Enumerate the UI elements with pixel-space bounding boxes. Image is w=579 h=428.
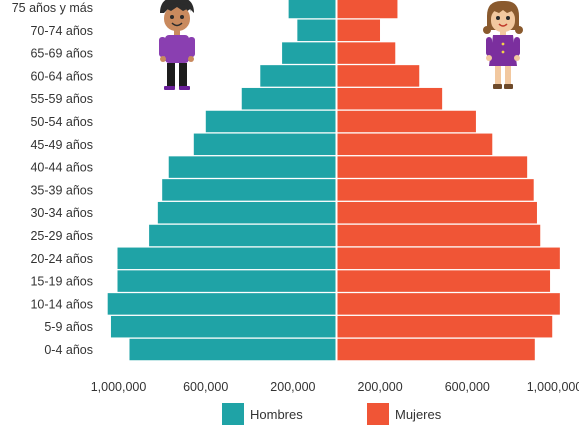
legend-item-mujeres: Mujeres [367, 403, 441, 425]
bar-mujeres-45-49-a-os [337, 133, 493, 156]
x-tick-label-right: 200,000 [358, 380, 403, 394]
bar-mujeres-65-69-a-os [337, 42, 396, 64]
x-axis-labels: 1,000,000 600,000 200,000 200,000 600,000 1,0… [91, 380, 579, 394]
bars-layer [107, 0, 560, 361]
legend-label-hombres: Hombres [250, 406, 303, 422]
bar-mujeres-70-74-a-os [337, 19, 381, 42]
bar-hombres-25-29-a-os [149, 224, 336, 247]
y-tick-label: 55-59 años [30, 92, 93, 106]
y-tick-label: 40-44 años [30, 161, 93, 175]
y-tick-label: 45-49 años [30, 138, 93, 152]
bar-hombres-5-9-a-os [110, 315, 336, 338]
bar-hombres-55-59-a-os [241, 87, 336, 110]
bar-mujeres-60-64-a-os [337, 65, 420, 87]
bar-mujeres-75-a-os-y-m-s [337, 0, 398, 19]
y-tick-label: 0-4 años [44, 343, 93, 357]
x-tick-label-left: 1,000,000 [91, 380, 147, 394]
bar-hombres-45-49-a-os [193, 133, 336, 156]
bar-mujeres-15-19-a-os [337, 270, 551, 292]
x-tick-label-left: 200,000 [270, 380, 315, 394]
y-tick-label: 75 años y más [12, 1, 93, 15]
bar-hombres-60-64-a-os [260, 65, 336, 87]
bar-mujeres-5-9-a-os [337, 315, 553, 338]
bar-hombres-10-14-a-os [107, 293, 336, 315]
girl-figure-icon [483, 0, 523, 89]
bar-mujeres-35-39-a-os [337, 179, 534, 201]
bar-hombres-15-19-a-os [117, 270, 336, 292]
legend-swatch-mujeres [367, 403, 389, 425]
y-tick-label: 50-54 años [30, 115, 93, 129]
bar-mujeres-10-14-a-os [337, 293, 560, 315]
legend-item-hombres: Hombres [222, 403, 303, 425]
boy-figure-icon [159, 0, 195, 90]
y-tick-label: 10-14 años [30, 297, 93, 311]
bar-hombres-40-44-a-os [168, 156, 336, 178]
y-tick-label: 5-9 años [44, 320, 93, 334]
bar-hombres-70-74-a-os [297, 19, 336, 42]
legend-label-mujeres: Mujeres [395, 406, 442, 422]
bar-hombres-65-69-a-os [282, 42, 336, 64]
y-tick-label: 30-34 años [30, 206, 93, 220]
x-tick-label-right: 1,000,000 [527, 380, 579, 394]
bar-mujeres-50-54-a-os [337, 110, 476, 133]
y-tick-label: 25-29 años [30, 229, 93, 243]
bar-hombres-50-54-a-os [205, 110, 336, 133]
bar-hombres-35-39-a-os [162, 179, 336, 201]
x-tick-label-left: 600,000 [183, 380, 228, 394]
bar-mujeres-25-29-a-os [337, 224, 541, 247]
y-tick-label: 60-64 años [30, 69, 93, 83]
bar-mujeres-40-44-a-os [337, 156, 528, 178]
y-tick-label: 35-39 años [30, 183, 93, 197]
bar-mujeres-30-34-a-os [337, 201, 537, 224]
y-tick-label: 20-24 años [30, 252, 93, 266]
x-tick-label-right: 600,000 [445, 380, 490, 394]
bar-hombres-30-34-a-os [157, 201, 336, 224]
y-tick-label: 70-74 años [30, 24, 93, 38]
legend-swatch-hombres [222, 403, 244, 425]
bar-mujeres-55-59-a-os [337, 87, 443, 110]
bar-hombres-75-a-os-y-m-s [288, 0, 336, 19]
y-tick-label: 65-69 años [30, 47, 93, 61]
y-tick-label: 15-19 años [30, 275, 93, 289]
bar-mujeres-0-4-a-os [337, 338, 535, 361]
bar-mujeres-20-24-a-os [337, 247, 560, 270]
bar-hombres-0-4-a-os [129, 338, 336, 361]
bar-hombres-20-24-a-os [117, 247, 336, 270]
y-axis-labels: 0-4 años 5-9 años 10-14 años 15-19 años 20-2… [12, 1, 93, 357]
